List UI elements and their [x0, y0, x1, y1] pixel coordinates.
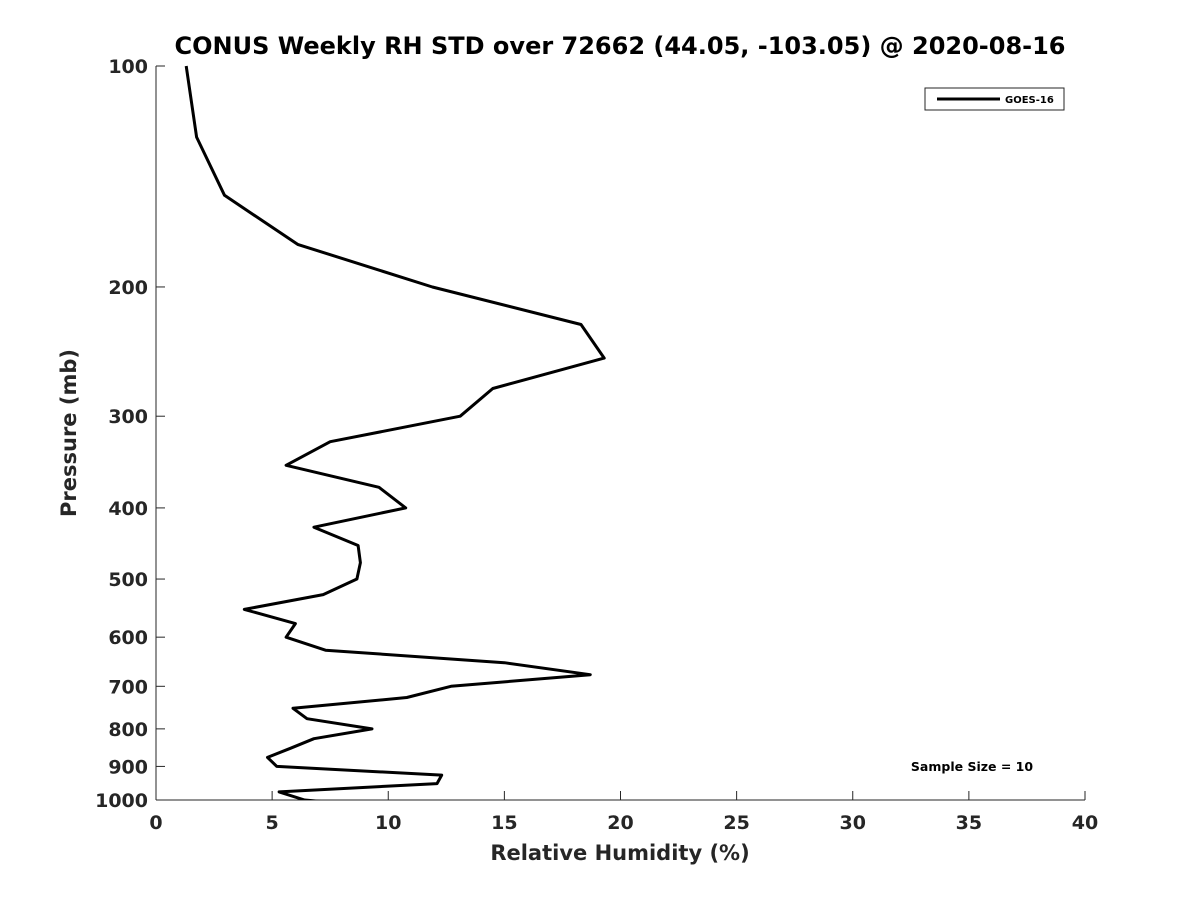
x-axis-label: Relative Humidity (%)	[490, 841, 749, 865]
y-tick-label: 300	[108, 406, 148, 428]
y-tick-label: 1000	[95, 790, 148, 812]
legend-entry-goes-16: GOES-16	[1005, 95, 1054, 106]
y-tick-label: 500	[108, 569, 148, 591]
y-axis-label: Pressure (mb)	[57, 349, 81, 517]
y-tick-label: 800	[108, 719, 148, 741]
x-tick-label: 25	[723, 812, 749, 834]
chart-title: CONUS Weekly RH STD over 72662 (44.05, -…	[174, 32, 1065, 60]
y-tick-label: 600	[108, 627, 148, 649]
x-tick-label: 40	[1072, 812, 1098, 834]
y-tick-label: 700	[108, 676, 148, 698]
y-tick-label: 400	[108, 498, 148, 520]
series-line-goes-16	[184, 65, 606, 800]
y-tick-label: 100	[108, 56, 148, 78]
y-tick-label: 900	[108, 756, 148, 778]
x-tick-label: 0	[149, 812, 162, 834]
x-tick-label: 15	[491, 812, 517, 834]
x-tick-label: 5	[266, 812, 279, 834]
x-tick-label: 20	[607, 812, 633, 834]
legend: GOES-16	[924, 87, 1065, 111]
x-tick-label: 30	[840, 812, 866, 834]
x-tick-label: 35	[956, 812, 982, 834]
sample-size-annotation: Sample Size = 10	[911, 759, 1033, 774]
x-ticks: 0 5 10 15 20 25 30 35 40	[149, 791, 1098, 834]
x-tick-label: 10	[375, 812, 401, 834]
y-ticks: 100 200 300 400 500 600 700 800 900 1000	[95, 56, 165, 812]
y-tick-label: 200	[108, 277, 148, 299]
